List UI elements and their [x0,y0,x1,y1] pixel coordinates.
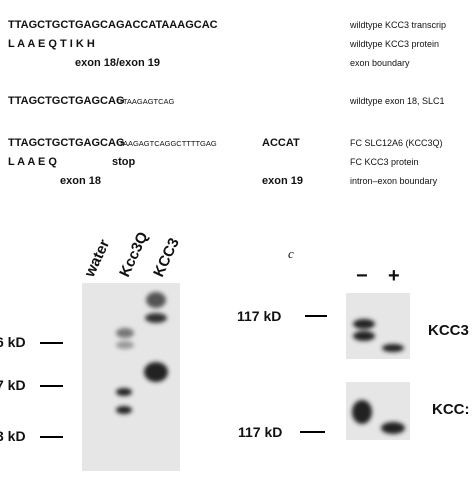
sequence-text: exon 18/exon 19 [75,57,160,69]
sequence-text: TTAGCTGCTGAGCAGACCATAAAGCAC [8,19,218,31]
panel-label: c [288,246,294,261]
row-label: intron–exon boundary [350,176,438,186]
marker-label: 117 kD [238,424,282,440]
target-label: KCC: [432,401,470,418]
row-label: FC KCC3 protein [350,157,419,167]
sequence-text: *TAAGAGTCAGGCTTTTGAG [116,139,217,148]
row-label: FC SLC12A6 (KCC3Q) [350,138,443,148]
lane-label: − [356,265,368,287]
sequence-text: stop [112,156,136,168]
lane-label: KCC3 [150,235,183,279]
sequence-text: TTAGCTGCTGAGCAG [8,137,125,149]
marker-label: 7 kD [0,377,26,393]
sequence-text: exon 18 [60,175,101,187]
sequence-text: ACCAT [262,137,300,149]
row-label: wildtype exon 18, SLC1 [349,96,445,106]
row-label: exon boundary [350,58,410,68]
sequence-text: TTAGCTGCTGAGCAG [8,95,125,107]
marker-label: 6 kD [0,334,26,350]
sequence-text: L A A E Q T I K H [8,38,95,50]
row-label: wildtype KCC3 transcrip [349,20,446,30]
lane-label: water [81,237,113,281]
bands [116,292,168,414]
lane-label: + [388,265,400,287]
marker-label: 117 kD [237,308,281,324]
target-label: KCC3 [428,322,469,339]
marker-label: 3 kD [0,428,26,444]
sequence-text: exon 19 [262,175,303,187]
sequence-text: GTAAGAGTCAG [117,97,175,106]
row-label: wildtype KCC3 protein [349,39,439,49]
lane-label: Kcc3Q [116,229,152,280]
sequence-text: L A A E Q [8,156,57,168]
bands [352,319,405,434]
